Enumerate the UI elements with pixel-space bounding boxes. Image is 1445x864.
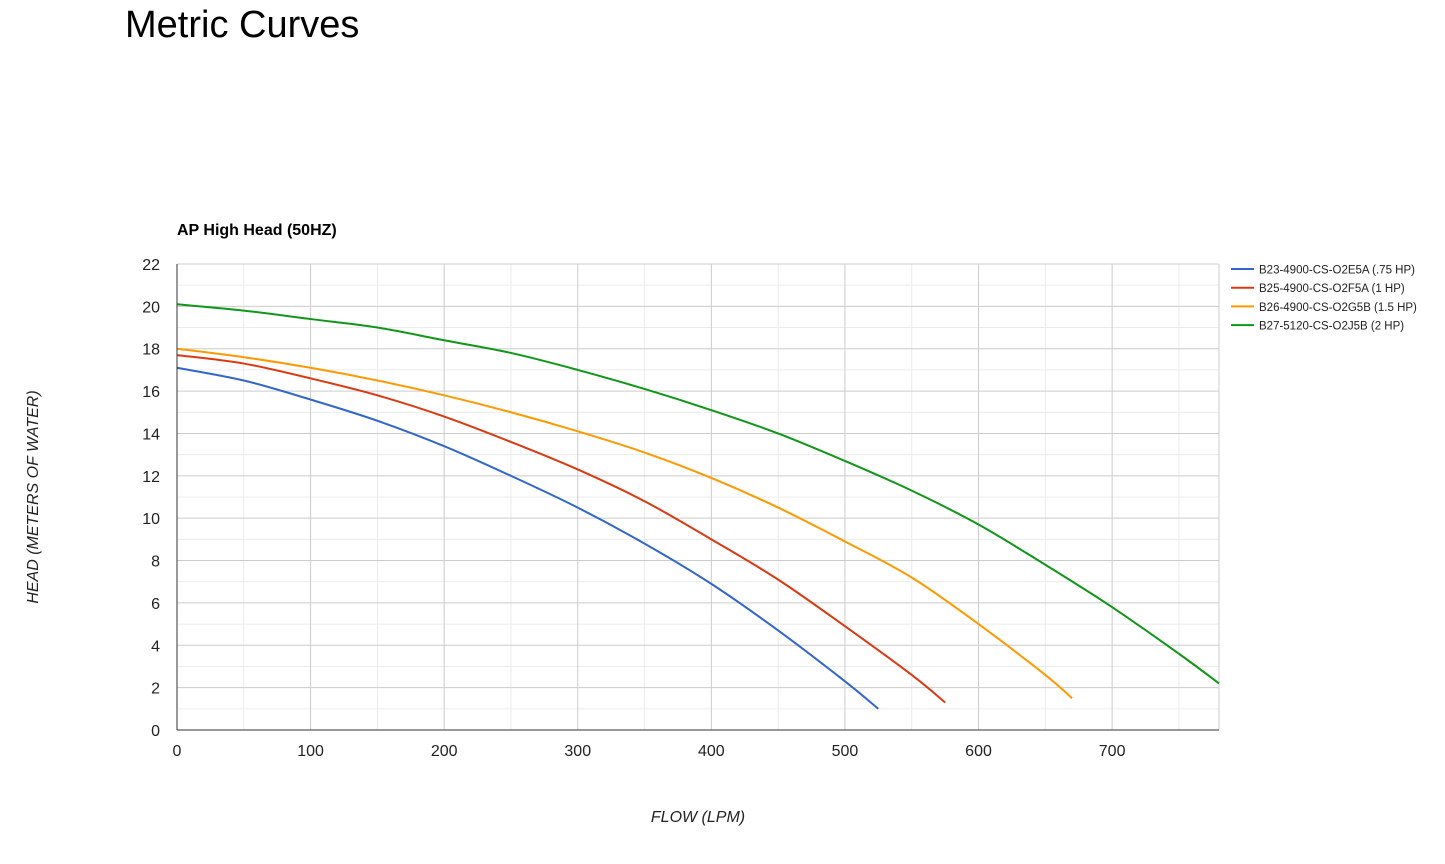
legend-label-3: B26-4900-CS-O2G5B (1.5 HP) bbox=[1259, 302, 1417, 314]
legend-label-4: B27-5120-CS-O2J5B (2 HP) bbox=[1259, 321, 1404, 333]
y-tick-label: 0 bbox=[151, 723, 160, 740]
x-tick-label: 400 bbox=[698, 743, 725, 760]
legend-label-2: B25-4900-CS-O2F5A (1 HP) bbox=[1259, 283, 1405, 295]
y-tick-label: 18 bbox=[142, 342, 160, 359]
x-tick-label: 200 bbox=[431, 743, 458, 760]
y-tick-label: 2 bbox=[151, 681, 160, 698]
series-line-2 bbox=[176, 354, 946, 704]
y-tick-label: 14 bbox=[142, 426, 160, 443]
y-tick-label: 20 bbox=[142, 299, 160, 316]
chart-legend: B23-4900-CS-O2E5A (.75 HP) B25-4900-CS-O2… bbox=[1231, 265, 1417, 333]
y-tick-label: 4 bbox=[151, 638, 160, 655]
x-axis-label: FLOW (LPM) bbox=[651, 809, 745, 826]
series-line-3 bbox=[176, 347, 1073, 699]
y-tick-label: 10 bbox=[142, 511, 160, 528]
x-tick-label: 700 bbox=[1099, 743, 1126, 760]
x-tick-label: 0 bbox=[173, 743, 182, 760]
x-tick-label: 500 bbox=[832, 743, 859, 760]
y-tick-label: 8 bbox=[151, 554, 160, 571]
chart-title: AP High Head (50HZ) bbox=[177, 222, 337, 239]
x-tick-label: 300 bbox=[564, 743, 591, 760]
x-tick-label: 100 bbox=[297, 743, 324, 760]
y-tick-label: 22 bbox=[142, 257, 160, 274]
series-line-1 bbox=[176, 366, 879, 710]
legend-label-1: B23-4900-CS-O2E5A (.75 HP) bbox=[1259, 265, 1415, 277]
minor-gridlines bbox=[177, 264, 1219, 730]
y-tick-label: 6 bbox=[151, 596, 160, 613]
y-tick-label: 16 bbox=[142, 384, 160, 401]
x-tick-label: 600 bbox=[965, 743, 992, 760]
y-axis-ticks: 0 2 4 6 8 10 12 14 16 18 20 22 bbox=[142, 257, 160, 740]
series-line-4 bbox=[176, 303, 1220, 685]
y-axis-label: HEAD (METERS OF WATER) bbox=[25, 390, 42, 603]
x-axis-ticks: 0 100 200 300 400 500 600 700 bbox=[173, 743, 1126, 760]
page-title: Metric Curves bbox=[125, 4, 360, 46]
series-lines bbox=[176, 303, 1220, 710]
y-tick-label: 12 bbox=[142, 469, 160, 486]
